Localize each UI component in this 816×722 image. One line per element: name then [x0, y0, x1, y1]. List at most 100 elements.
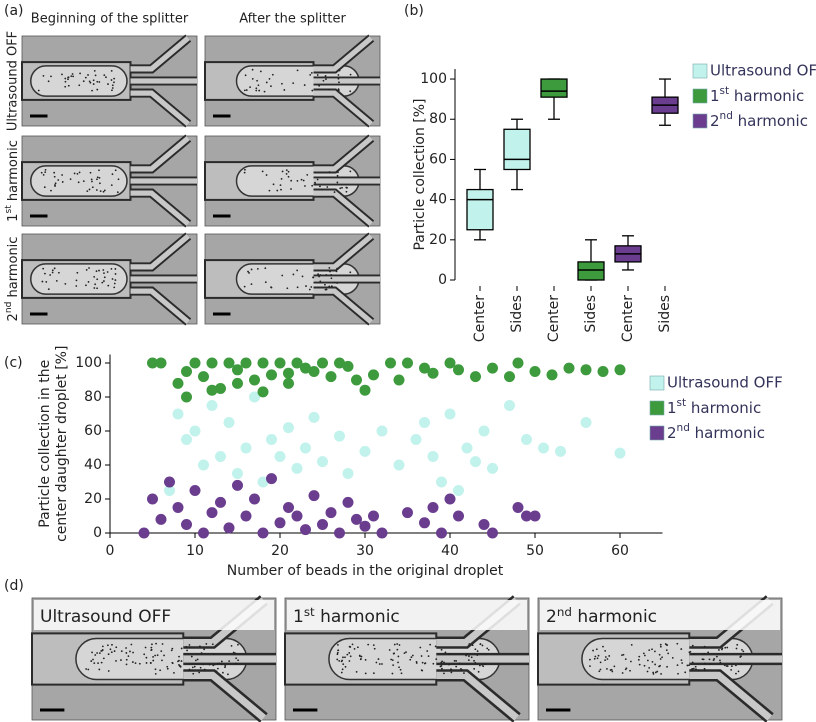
point: [266, 369, 277, 381]
point: [614, 364, 626, 376]
text-part: harmonic: [733, 112, 808, 130]
particle: [608, 655, 611, 657]
particle: [742, 650, 745, 653]
y-tick-label: 0: [93, 525, 102, 541]
legend-label: 1st harmonic: [667, 397, 761, 417]
particle: [188, 644, 191, 646]
point: [419, 417, 430, 428]
particle: [694, 665, 697, 668]
particle: [290, 188, 292, 190]
particle: [643, 654, 646, 657]
point: [206, 384, 218, 396]
particle: [621, 654, 623, 657]
particle: [113, 282, 116, 285]
point: [478, 519, 490, 530]
particle: [99, 190, 102, 193]
legend-swatch: [649, 400, 665, 416]
particle: [688, 664, 690, 667]
point: [487, 362, 498, 374]
point: [521, 434, 532, 445]
particle: [111, 87, 114, 89]
particle: [450, 671, 453, 674]
particle: [57, 271, 60, 274]
particle: [188, 669, 191, 672]
particle: [280, 188, 282, 191]
legend-swatch: [692, 113, 708, 129]
point: [300, 442, 311, 454]
particle: [398, 666, 400, 669]
particle: [439, 665, 442, 668]
point: [181, 366, 192, 377]
particle: [53, 175, 56, 178]
droplet: [30, 263, 128, 295]
point: [232, 468, 243, 479]
particle: [654, 663, 657, 666]
outlet-inner: [130, 288, 190, 325]
particle: [117, 178, 120, 181]
particle: [735, 672, 737, 675]
particle: [268, 189, 271, 192]
panel-label: (b): [404, 3, 424, 19]
particle: [360, 658, 362, 660]
particle: [427, 655, 430, 658]
particle: [95, 189, 98, 191]
point: [504, 371, 515, 383]
particle: [455, 660, 458, 662]
x-tick-label: Center: [546, 295, 562, 342]
particle: [222, 671, 224, 674]
point: [334, 357, 345, 369]
particle: [360, 655, 363, 658]
particle: [703, 669, 706, 672]
image-label: 1st harmonic: [293, 605, 400, 628]
particle: [208, 663, 211, 666]
legend-swatch: [692, 88, 708, 104]
particle: [378, 663, 381, 665]
point: [317, 519, 328, 530]
particle: [215, 670, 218, 673]
particle: [69, 178, 72, 181]
particle: [318, 84, 321, 87]
point: [223, 522, 235, 534]
point: [325, 371, 337, 383]
particle: [651, 648, 653, 651]
y-tick-label: 0: [438, 272, 447, 288]
particle: [317, 273, 320, 276]
point: [529, 366, 541, 377]
particle: [310, 286, 313, 288]
x-tick-label: Sides: [583, 295, 599, 333]
particle: [91, 180, 93, 183]
particle: [319, 274, 322, 276]
particle: [311, 89, 314, 92]
particle: [606, 658, 609, 660]
image-label-bg: [540, 600, 780, 630]
particle: [680, 659, 683, 661]
point: [274, 517, 286, 529]
particle: [105, 76, 107, 79]
particle: [340, 671, 343, 674]
particle: [96, 278, 99, 281]
point: [461, 442, 473, 454]
particle: [730, 665, 733, 668]
particle: [67, 76, 69, 79]
particle: [235, 657, 238, 660]
particle: [604, 649, 607, 652]
particle: [94, 74, 97, 77]
particle: [47, 288, 50, 291]
particle: [373, 647, 376, 650]
particle: [443, 661, 445, 664]
point: [266, 473, 277, 485]
particle: [40, 171, 43, 174]
point: [563, 362, 575, 374]
box: [577, 261, 605, 281]
particle: [264, 267, 267, 270]
particle: [71, 73, 74, 75]
particle: [421, 661, 424, 664]
particle: [185, 645, 188, 648]
particle: [476, 654, 479, 657]
particle: [270, 286, 273, 289]
particle: [107, 670, 110, 672]
particle: [44, 168, 47, 171]
particle: [301, 275, 304, 278]
particle: [654, 671, 657, 674]
particle: [64, 80, 67, 83]
